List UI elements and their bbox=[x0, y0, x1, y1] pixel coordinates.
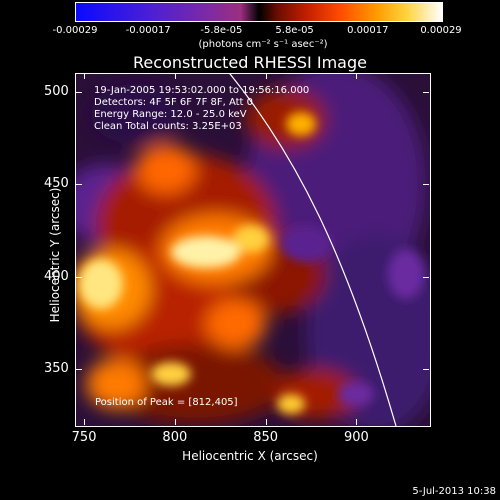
x-tick-mark bbox=[84, 419, 86, 425]
annotation-line: Energy Range: 12.0 - 25.0 keV bbox=[94, 109, 247, 120]
plot-area bbox=[75, 73, 431, 427]
x-axis-label: Heliocentric X (arcsec) bbox=[182, 449, 318, 463]
annotation-line: 19-Jan-2005 19:53:02.000 to 19:56:16.000 bbox=[94, 85, 310, 96]
colorbar-tick-label: -5.8e-05 bbox=[200, 25, 243, 36]
date-stamp: 5-Jul-2013 10:38 bbox=[412, 486, 496, 497]
colorbar-tick-label: -0.00017 bbox=[125, 25, 171, 36]
x-tick-mark bbox=[265, 73, 267, 79]
y-tick-mark bbox=[423, 369, 429, 371]
y-tick-mark bbox=[423, 91, 429, 93]
y-tick-mark bbox=[76, 369, 82, 371]
chart-title: Reconstructed RHESSI Image bbox=[133, 53, 367, 72]
y-tick-label: 500 bbox=[44, 83, 69, 99]
x-tick-mark bbox=[84, 73, 86, 79]
y-tick-mark bbox=[423, 276, 429, 278]
x-tick-label: 850 bbox=[253, 430, 279, 445]
peak-position-label: Position of Peak = [812,405] bbox=[95, 397, 238, 408]
colorbar bbox=[75, 2, 443, 22]
x-tick-mark bbox=[174, 73, 176, 79]
y-tick-label: 400 bbox=[44, 268, 69, 284]
x-tick-mark bbox=[356, 73, 358, 79]
x-tick-label: 800 bbox=[162, 430, 188, 445]
x-tick-mark bbox=[265, 419, 267, 425]
colorbar-tick-label: -0.00029 bbox=[52, 25, 98, 36]
solar-limb-curve bbox=[229, 74, 397, 426]
y-tick-mark bbox=[76, 184, 82, 186]
y-tick-mark bbox=[76, 91, 82, 93]
heatmap-image bbox=[76, 74, 430, 426]
colorbar-unit-label: (photons cm⁻² s⁻¹ asec⁻²) bbox=[198, 39, 328, 50]
y-tick-mark bbox=[76, 276, 82, 278]
x-tick-mark bbox=[174, 419, 176, 425]
x-tick-label: 900 bbox=[343, 430, 369, 445]
x-tick-label: 750 bbox=[71, 430, 97, 445]
y-tick-label: 450 bbox=[44, 176, 69, 192]
y-tick-mark bbox=[423, 184, 429, 186]
y-tick-label: 350 bbox=[44, 361, 69, 377]
y-axis-label: Heliocentric Y (arcsec) bbox=[48, 187, 62, 323]
colorbar-tick-label: 0.00029 bbox=[420, 25, 462, 36]
colorbar-tick-label: 0.00017 bbox=[347, 25, 389, 36]
x-tick-mark bbox=[356, 419, 358, 425]
annotation-line: Detectors: 4F 5F 6F 7F 8F, Att 0 bbox=[94, 97, 254, 108]
colorbar-tick-label: 5.8e-05 bbox=[275, 25, 314, 36]
annotation-line: Clean Total counts: 3.25E+03 bbox=[94, 121, 242, 132]
